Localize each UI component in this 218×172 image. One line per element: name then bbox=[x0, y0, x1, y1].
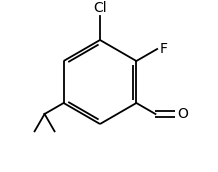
Text: Cl: Cl bbox=[93, 1, 107, 15]
Text: F: F bbox=[159, 42, 167, 56]
Text: O: O bbox=[177, 107, 188, 121]
